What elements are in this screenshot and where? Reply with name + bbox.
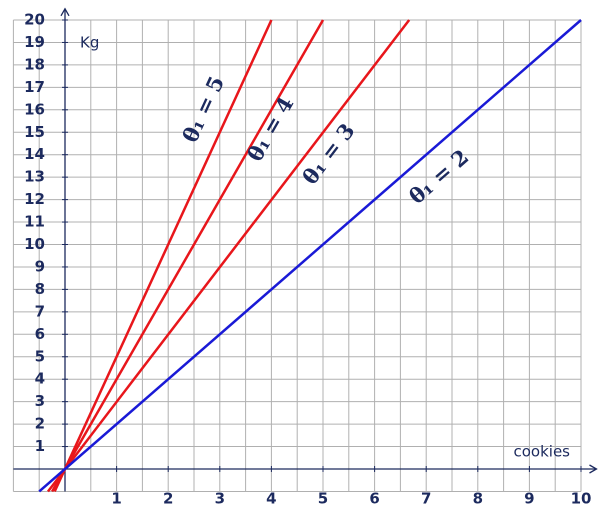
x-tick-label: 8 [473,490,483,508]
y-tick-label: 11 [24,213,45,231]
data-line [46,19,411,493]
x-axis-arrow [589,464,598,474]
x-tick-label: 9 [524,490,534,508]
x-tick-label: 4 [266,490,276,508]
y-tick-label: 1 [35,437,45,455]
x-tick-label: 10 [571,490,592,508]
x-tick-label: 2 [163,490,173,508]
data-line [38,19,582,493]
y-tick-label: 4 [35,370,45,388]
line-label: θ₁ = 5 [177,72,229,146]
y-tick-label: 16 [24,100,45,118]
y-tick-label: 14 [24,145,45,163]
data-line [51,19,325,493]
y-tick-label: 18 [24,55,45,73]
y-axis-arrow [60,7,70,17]
y-tick-label: 15 [24,123,45,141]
x-tick-label: 1 [111,490,121,508]
y-tick-label: 7 [35,302,45,320]
x-tick-label: 3 [215,490,225,508]
y-axis-label: Kg [80,34,99,52]
y-tick-label: 13 [24,168,45,186]
y-tick-label: 17 [24,78,45,96]
y-tick-label: 8 [35,280,45,298]
y-tick-label: 9 [35,257,45,275]
y-tick-label: 5 [35,347,45,365]
x-tick-label: 7 [421,490,431,508]
y-tick-label: 20 [24,11,45,29]
data-line [53,19,273,492]
x-tick-label: 5 [318,490,328,508]
x-tick-label: 6 [369,490,379,508]
y-tick-label: 19 [24,33,45,51]
y-tick-label: 6 [35,325,45,343]
y-tick-label: 10 [24,235,45,253]
x-axis-label: cookies [514,443,571,461]
y-tick-label: 2 [35,415,45,433]
y-tick-label: 3 [35,392,45,410]
y-tick-label: 12 [24,190,45,208]
